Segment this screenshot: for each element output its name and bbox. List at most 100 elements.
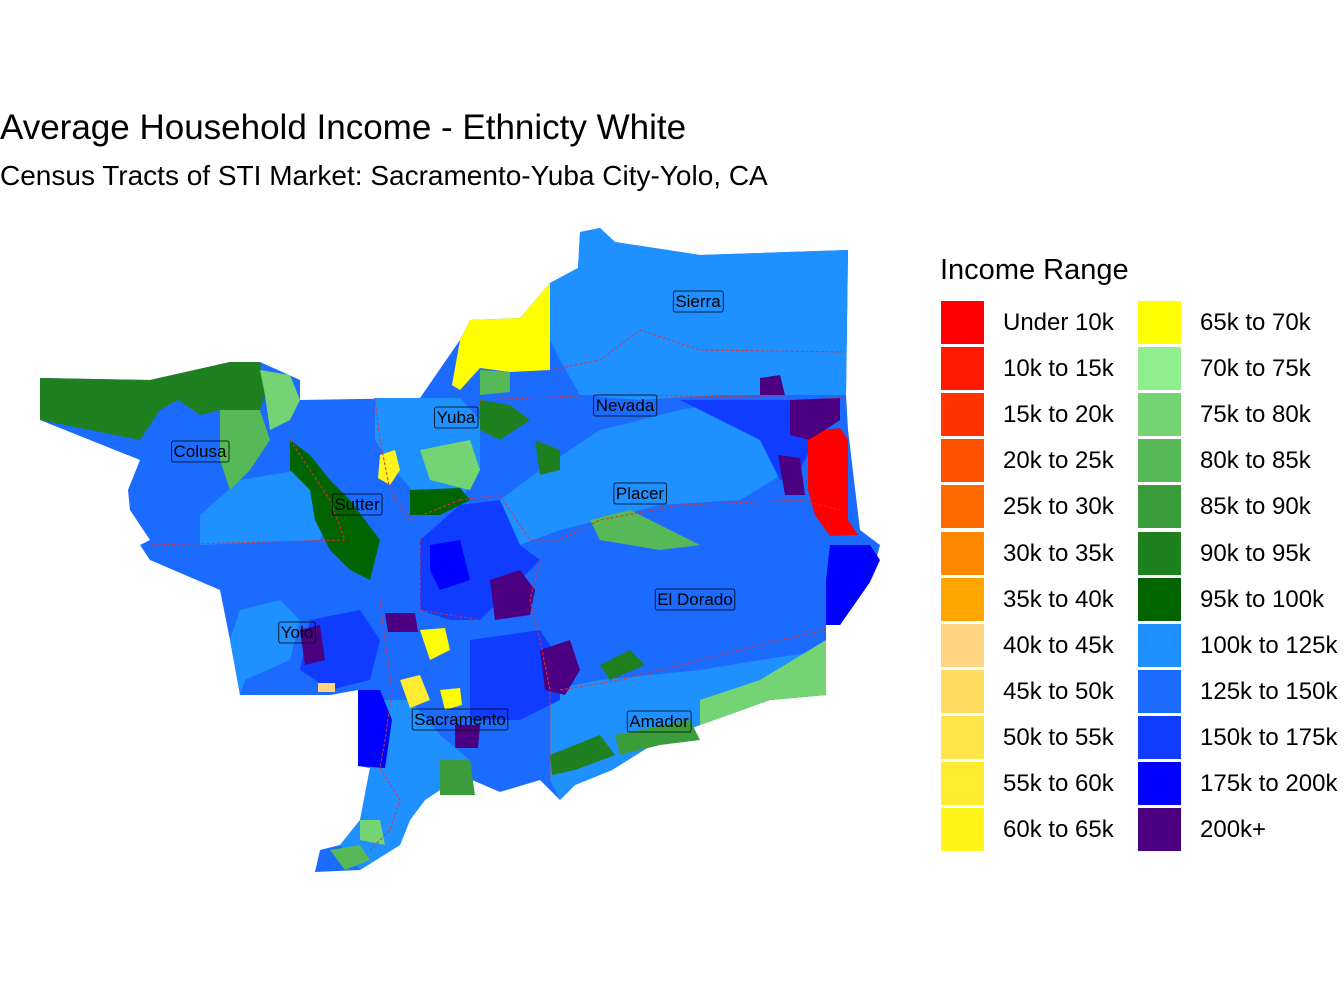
county-label-colusa: Colusa [171,440,230,463]
legend-label: 25k to 30k [1003,493,1114,521]
county-label-box [613,482,667,505]
map-title: Average Household Income - Ethnicty Whit… [0,108,687,147]
legend-item: 25k to 30k [941,485,1151,531]
legend-item: 85k to 90k [1138,485,1344,531]
tract-regions [40,228,880,872]
legend-swatch [941,577,984,621]
legend-item: 10k to 15k [941,347,1151,393]
region-sac-core-blue [430,540,470,590]
region-amador-green [615,720,700,755]
boundary-placer-eldorado [459,494,841,541]
county-label-yolo: Yolo [278,621,316,644]
legend-label: 20k to 25k [1003,447,1114,475]
county-label-text: Yuba [437,408,476,427]
legend-item: 65k to 70k [1138,301,1344,347]
map-subtitle: Census Tracts of STI Market: Sacramento-… [0,160,768,191]
county-label-box [331,493,383,516]
legend-label: 60k to 65k [1003,816,1114,844]
legend-label: 125k to 150k [1200,677,1338,705]
legend-label: 50k to 55k [1003,723,1114,751]
county-label-box [672,290,724,313]
legend-swatch [1138,577,1181,621]
legend-swatch [1138,531,1181,575]
legend-item: 30k to 35k [941,531,1151,578]
legend-swatch [941,669,984,713]
region-nevada-green2 [535,440,560,475]
county-label-sutter: Sutter [331,493,383,516]
region-amador-dark [550,735,615,775]
county-label-amador: Amador [626,710,692,733]
county-label-text: Sierra [675,292,721,311]
county-label-text: Colusa [174,442,227,461]
region-sierra-green [480,370,510,395]
region-yolo-purple [300,625,325,665]
county-label-el-dorado: El Dorado [654,588,736,611]
region-yuba-green [420,440,480,490]
county-label-box [411,708,509,731]
legend-swatch [1138,347,1181,391]
region-delta-green [440,760,475,795]
legend-item: 40k to 45k [941,623,1151,670]
county-label-yuba: Yuba [434,406,479,429]
legend-item: 175k to 200k [1138,762,1344,808]
county-label-box [171,440,230,463]
county-label-box [626,710,692,733]
legend-label: 75k to 80k [1200,401,1311,429]
region-sierra-yellow [452,283,550,390]
county-label-box [654,588,736,611]
region-yolo-peach [318,683,335,692]
legend-label: 150k to 175k [1200,723,1338,751]
county-label-box [434,406,479,429]
legend-swatch [1138,715,1181,759]
legend-label: 55k to 60k [1003,770,1114,797]
legend-swatch [941,439,984,483]
legend-swatch [1138,301,1181,344]
region-eldorado-hills-purple [540,640,580,695]
region-colusa-north-light [260,370,300,430]
legend-swatch [941,808,984,852]
legend-label: 200k+ [1200,816,1267,844]
region-colusa-north [40,362,265,440]
county-label-text: El Dorado [657,590,733,609]
county-label-nevada: Nevada [593,394,658,417]
boundary-sierra-nevada [549,329,847,371]
county-label-text: Amador [629,712,689,731]
region-colusa-east [200,470,340,545]
region-sac-yellow-2 [400,675,430,708]
legend-item: 150k to 175k [1138,715,1344,762]
legend-swatch [1138,762,1181,805]
region-tahoe-red [808,428,858,536]
region-east-purple-3 [760,375,785,395]
region-sac-purple [455,725,480,748]
legend-item: 100k to 125k [1138,623,1344,670]
legend-swatch [941,347,984,391]
legend-swatch [1138,485,1181,529]
legend-item: 20k to 25k [941,439,1151,485]
legend-swatch [1138,623,1181,667]
legend-item: 200k+ [1138,808,1344,854]
region-sierra [550,228,848,400]
legend-item: 125k to 150k [1138,669,1344,716]
legend-label: 40k to 45k [1003,631,1114,659]
region-placer-green [590,510,700,550]
region-sac-yellow-3 [440,688,462,710]
legend-item: 75k to 80k [1138,393,1344,439]
region-east-purple-1 [790,398,840,440]
county-label-sacramento: Sacramento [411,708,509,731]
legend-label: 100k to 125k [1200,631,1338,659]
boundary-yolo-sacramento [369,599,401,851]
region-eldorado-green [600,650,645,680]
legend-label: 85k to 90k [1200,493,1311,521]
legend-swatch [1138,808,1181,852]
legend-label: 95k to 100k [1200,585,1325,613]
legend-item: 45k to 50k [941,669,1151,716]
legend-label: 35k to 40k [1003,585,1114,613]
boundary-sacramento-eldorado [529,559,551,780]
region-delta-light [360,820,385,845]
region-sutter-river [290,440,380,580]
legend-label: 70k to 75k [1200,355,1311,383]
region-sacramento-east [470,630,560,720]
region-natomas-purple [385,613,418,632]
legend-swatch [941,301,984,344]
